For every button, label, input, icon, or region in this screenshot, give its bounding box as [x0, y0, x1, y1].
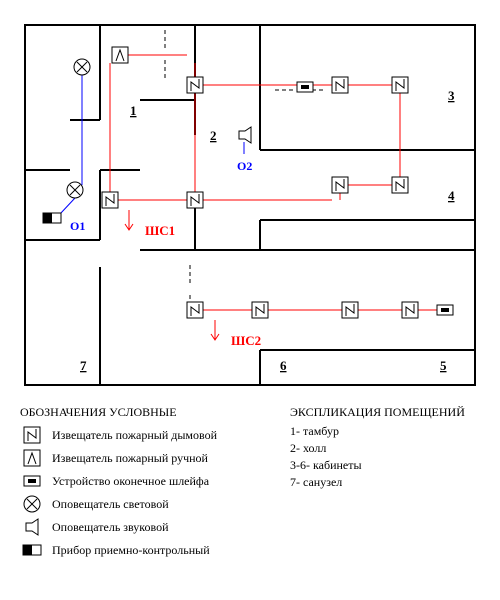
floor-plan: ШС1 ШС2 О1 О2 1 2 3 4 5 6 7 [20, 20, 480, 390]
light-icon [20, 495, 44, 513]
legend-label: Извещатель пожарный дымовой [52, 428, 217, 443]
svg-text:4: 4 [448, 188, 455, 203]
legend-label: Извещатель пожарный ручной [52, 451, 208, 466]
svg-text:6: 6 [280, 358, 287, 373]
legend-row: Оповещатель звуковой [20, 518, 275, 536]
svg-text:7: 7 [80, 358, 87, 373]
sound-icon [20, 518, 44, 536]
svg-text:2: 2 [210, 128, 217, 143]
explication-row: 2- холл [290, 441, 480, 456]
svg-text:О1: О1 [70, 219, 85, 233]
legend-label: Оповещатель световой [52, 497, 169, 512]
explication: ЭКСПЛИКАЦИЯ ПОМЕЩЕНИЙ 1- тамбур 2- холл 3-… [290, 405, 480, 492]
svg-text:ШС2: ШС2 [231, 333, 261, 348]
svg-text:О2: О2 [237, 159, 252, 173]
legend-row: Извещатель пожарный дымовой [20, 426, 275, 444]
legend-title: ОБОЗНАЧЕНИЯ УСЛОВНЫЕ [20, 405, 275, 420]
legend-row: Прибор приемно-контрольный [20, 541, 275, 559]
svg-text:ШС1: ШС1 [145, 223, 175, 238]
svg-text:3: 3 [448, 88, 455, 103]
legend-row: Извещатель пожарный ручной [20, 449, 275, 467]
explication-title: ЭКСПЛИКАЦИЯ ПОМЕЩЕНИЙ [290, 405, 480, 420]
legend-label: Прибор приемно-контрольный [52, 543, 210, 558]
legend-label: Оповещатель звуковой [52, 520, 169, 535]
explication-row: 3-6- кабинеты [290, 458, 480, 473]
smoke-icon [20, 426, 44, 444]
manual-icon [20, 449, 44, 467]
svg-text:1: 1 [130, 103, 137, 118]
eol-icon [20, 472, 44, 490]
legend-label: Устройство оконечное шлейфа [52, 474, 209, 489]
explication-row: 7- санузел [290, 475, 480, 490]
explication-row: 1- тамбур [290, 424, 480, 439]
svg-text:5: 5 [440, 358, 447, 373]
panel-icon [20, 541, 44, 559]
legend-row: Устройство оконечное шлейфа [20, 472, 275, 490]
legend: ОБОЗНАЧЕНИЯ УСЛОВНЫЕ Извещатель пожарный… [20, 405, 275, 564]
legend-row: Оповещатель световой [20, 495, 275, 513]
